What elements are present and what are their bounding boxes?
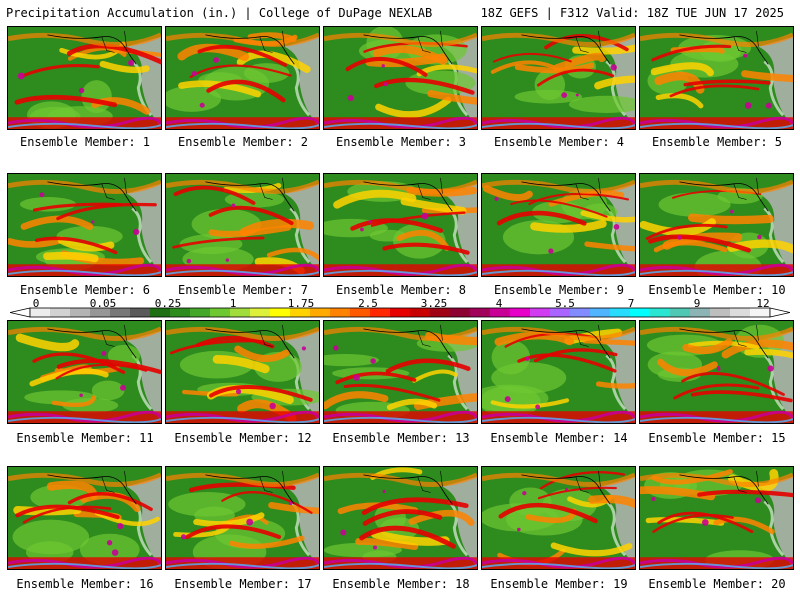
page-title: Precipitation Accumulation (in.) | Colle… [6, 6, 433, 20]
colorbar-swatch [330, 308, 351, 317]
ensemble-member-label: Ensemble Member: 14 [490, 431, 628, 445]
ensemble-member-label: Ensemble Member: 4 [493, 135, 625, 149]
colorbar-swatch [750, 308, 771, 317]
ensemble-map-5 [639, 26, 794, 130]
colorbar-swatch [570, 308, 591, 317]
colorbar-swatch [610, 308, 631, 317]
colorbar-swatch [310, 308, 331, 317]
ensemble-map-9 [481, 173, 636, 277]
colorbar-legend [10, 307, 790, 318]
colorbar-tick-label: 0.05 [89, 297, 117, 310]
colorbar-swatch [490, 308, 511, 317]
colorbar-swatch [470, 308, 491, 317]
ensemble-member-label: Ensemble Member: 2 [177, 135, 309, 149]
colorbar-swatch [530, 308, 551, 317]
colorbar-tick-label: 9 [693, 297, 701, 310]
colorbar-swatch [410, 308, 431, 317]
ensemble-member-label: Ensemble Member: 9 [493, 283, 625, 297]
ensemble-map-19 [481, 466, 636, 570]
ensemble-member-label: Ensemble Member: 1 [19, 135, 151, 149]
colorbar-swatch [130, 308, 151, 317]
colorbar-swatch [190, 308, 211, 317]
colorbar-swatch [630, 308, 651, 317]
ensemble-map-2 [165, 26, 320, 130]
ensemble-member-label: Ensemble Member: 15 [648, 431, 786, 445]
ensemble-member-label: Ensemble Member: 3 [335, 135, 467, 149]
colorbar-tick-label: 1 [229, 297, 237, 310]
colorbar-swatch [430, 308, 451, 317]
colorbar-swatch [150, 308, 171, 317]
ensemble-map-14 [481, 320, 636, 424]
ensemble-map-16 [7, 466, 162, 570]
colorbar-swatch [30, 308, 51, 317]
colorbar-swatch [670, 308, 691, 317]
colorbar-swatch [390, 308, 411, 317]
ensemble-member-label: Ensemble Member: 13 [332, 431, 470, 445]
ensemble-map-17 [165, 466, 320, 570]
colorbar-tick-label: 5.5 [555, 297, 575, 310]
colorbar-swatch [110, 308, 131, 317]
colorbar-swatch [210, 308, 231, 317]
ensemble-member-label: Ensemble Member: 16 [16, 577, 154, 591]
ensemble-map-3 [323, 26, 478, 130]
colorbar-tick-label: 0 [32, 297, 40, 310]
ensemble-map-20 [639, 466, 794, 570]
colorbar-swatch [250, 308, 271, 317]
colorbar-tick-label: 3.25 [420, 297, 448, 310]
ensemble-map-12 [165, 320, 320, 424]
ensemble-member-label: Ensemble Member: 18 [332, 577, 470, 591]
ensemble-map-15 [639, 320, 794, 424]
ensemble-map-11 [7, 320, 162, 424]
colorbar-swatch [70, 308, 91, 317]
ensemble-member-label: Ensemble Member: 20 [648, 577, 786, 591]
colorbar-tick-label: 1.75 [287, 297, 315, 310]
colorbar-swatch [650, 308, 671, 317]
run-info: 18Z GEFS | F312 Valid: 18Z TUE JUN 17 20… [480, 6, 784, 20]
colorbar-tick-label: 2.5 [358, 297, 378, 310]
colorbar-swatch [170, 308, 191, 317]
colorbar-swatch [690, 308, 711, 317]
ensemble-map-4 [481, 26, 636, 130]
colorbar-left-arrow [10, 307, 31, 318]
colorbar-swatch [710, 308, 731, 317]
ensemble-map-1 [7, 26, 162, 130]
colorbar-tick-label: 0.25 [154, 297, 182, 310]
ensemble-member-label: Ensemble Member: 19 [490, 577, 628, 591]
ensemble-map-10 [639, 173, 794, 277]
colorbar-swatch [350, 308, 371, 317]
ensemble-member-label: Ensemble Member: 10 [648, 283, 786, 297]
colorbar-swatch [50, 308, 71, 317]
ensemble-member-label: Ensemble Member: 12 [174, 431, 312, 445]
ensemble-member-label: Ensemble Member: 17 [174, 577, 312, 591]
colorbar-swatch [730, 308, 751, 317]
ensemble-map-6 [7, 173, 162, 277]
colorbar-tick-label: 7 [627, 297, 635, 310]
colorbar-tick-label: 12 [756, 297, 770, 310]
colorbar-swatch [290, 308, 311, 317]
colorbar-swatch [270, 308, 291, 317]
ensemble-member-label: Ensemble Member: 8 [335, 283, 467, 297]
colorbar-swatch [510, 308, 531, 317]
ensemble-map-13 [323, 320, 478, 424]
ensemble-member-label: Ensemble Member: 7 [177, 283, 309, 297]
ensemble-member-label: Ensemble Member: 5 [651, 135, 783, 149]
colorbar-swatch [550, 308, 571, 317]
colorbar-swatch [590, 308, 611, 317]
colorbar-swatch [90, 308, 111, 317]
ensemble-map-7 [165, 173, 320, 277]
colorbar-swatch [450, 308, 471, 317]
ensemble-member-label: Ensemble Member: 6 [19, 283, 151, 297]
ensemble-map-8 [323, 173, 478, 277]
colorbar-right-arrow [769, 307, 790, 318]
colorbar-swatch [230, 308, 251, 317]
colorbar-tick-label: 4 [495, 297, 503, 310]
ensemble-map-18 [323, 466, 478, 570]
colorbar-swatch [370, 308, 391, 317]
ensemble-member-label: Ensemble Member: 11 [16, 431, 154, 445]
